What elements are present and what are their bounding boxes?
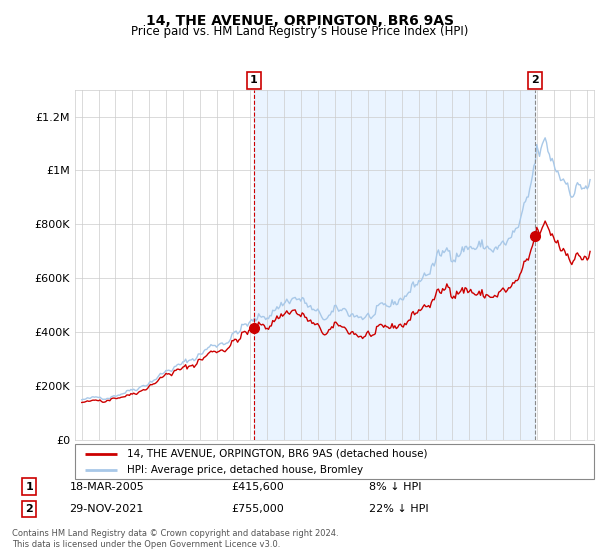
Text: 1: 1 <box>25 482 33 492</box>
Text: 8% ↓ HPI: 8% ↓ HPI <box>369 482 422 492</box>
Text: 18-MAR-2005: 18-MAR-2005 <box>70 482 145 492</box>
Text: Contains HM Land Registry data © Crown copyright and database right 2024.
This d: Contains HM Land Registry data © Crown c… <box>12 529 338 549</box>
Text: £755,000: £755,000 <box>231 504 284 514</box>
Text: HPI: Average price, detached house, Bromley: HPI: Average price, detached house, Brom… <box>127 465 363 475</box>
Text: Price paid vs. HM Land Registry’s House Price Index (HPI): Price paid vs. HM Land Registry’s House … <box>131 25 469 38</box>
Bar <box>254 90 535 440</box>
Text: £415,600: £415,600 <box>231 482 284 492</box>
Text: 14, THE AVENUE, ORPINGTON, BR6 9AS: 14, THE AVENUE, ORPINGTON, BR6 9AS <box>146 14 454 28</box>
Text: 22% ↓ HPI: 22% ↓ HPI <box>369 504 429 514</box>
FancyBboxPatch shape <box>75 444 594 479</box>
Text: 2: 2 <box>532 76 539 86</box>
Text: 2: 2 <box>25 504 33 514</box>
Text: 29-NOV-2021: 29-NOV-2021 <box>70 504 144 514</box>
Text: 1: 1 <box>250 76 257 86</box>
Text: 14, THE AVENUE, ORPINGTON, BR6 9AS (detached house): 14, THE AVENUE, ORPINGTON, BR6 9AS (deta… <box>127 449 427 459</box>
